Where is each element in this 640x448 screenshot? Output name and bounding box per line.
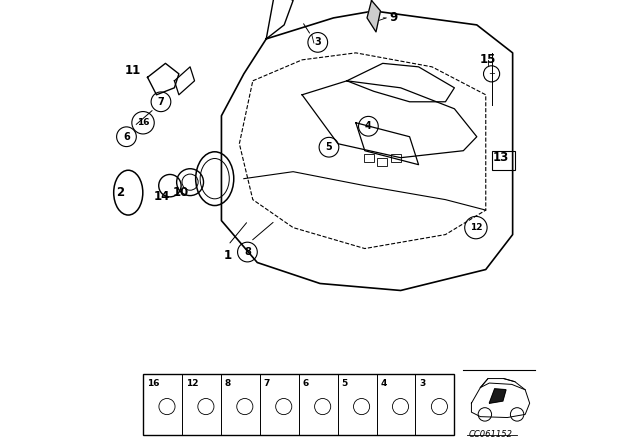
Text: 13: 13 [492,151,509,164]
Text: 8: 8 [244,247,251,257]
Text: 16: 16 [147,379,159,388]
Polygon shape [490,389,506,403]
Text: 1: 1 [224,249,232,262]
Text: 4: 4 [365,121,372,131]
Text: 11: 11 [125,64,141,77]
Text: 8: 8 [225,379,230,388]
Text: 7: 7 [264,379,269,388]
Text: 4: 4 [380,379,387,388]
Text: 5: 5 [341,379,348,388]
Text: 12: 12 [186,379,198,388]
Text: 3: 3 [419,379,426,388]
Text: 15: 15 [480,53,496,66]
Text: CC061152: CC061152 [468,430,512,439]
Text: 9: 9 [389,11,397,25]
Bar [143,374,454,435]
Bar [364,154,374,162]
Text: 5: 5 [326,142,332,152]
Text: 12: 12 [470,223,482,232]
Text: 6: 6 [302,379,308,388]
Text: +: + [488,69,495,78]
Text: 3: 3 [314,37,321,47]
Text: 16: 16 [137,118,149,127]
Text: 2: 2 [116,186,125,199]
Bar [378,158,387,166]
Text: 10: 10 [173,186,189,199]
Text: 6: 6 [123,132,130,142]
Bar [391,154,401,162]
Text: 7: 7 [157,97,164,107]
Text: 14: 14 [154,190,170,202]
Polygon shape [367,0,380,32]
